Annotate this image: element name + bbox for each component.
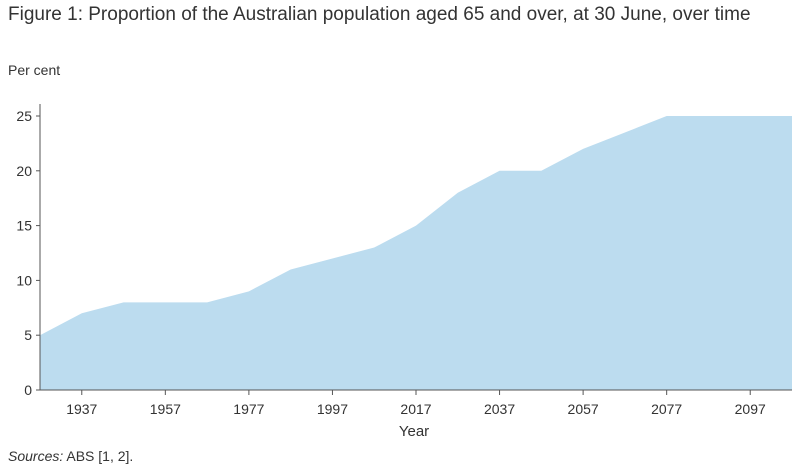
source-label: Sources: bbox=[8, 448, 64, 464]
x-tick-label: 2057 bbox=[568, 401, 599, 417]
chart-title: Figure 1: Proportion of the Australian p… bbox=[8, 4, 751, 25]
y-tick-label: 5 bbox=[24, 327, 32, 343]
x-tick-label: 1957 bbox=[150, 401, 181, 417]
area-series bbox=[40, 116, 792, 390]
x-tick-label: 1977 bbox=[233, 401, 264, 417]
x-axis-label: Year bbox=[399, 423, 429, 440]
y-tick-label: 15 bbox=[16, 218, 32, 234]
y-tick-label: 25 bbox=[16, 108, 32, 124]
x-tick-label: 2097 bbox=[735, 401, 766, 417]
x-tick-label: 2077 bbox=[651, 401, 682, 417]
x-tick-label: 1937 bbox=[66, 401, 97, 417]
x-tick-label: 2017 bbox=[400, 401, 431, 417]
y-axis-label: Per cent bbox=[8, 62, 61, 78]
y-tick-label: 10 bbox=[16, 272, 32, 288]
source-text: ABS [1, 2]. bbox=[66, 448, 134, 464]
x-tick-label: 1997 bbox=[317, 401, 348, 417]
y-tick-label: 20 bbox=[16, 163, 32, 179]
y-tick-label: 0 bbox=[24, 382, 32, 398]
source-note: Sources: ABS [1, 2]. bbox=[8, 448, 133, 464]
x-tick-label: 2037 bbox=[484, 401, 515, 417]
